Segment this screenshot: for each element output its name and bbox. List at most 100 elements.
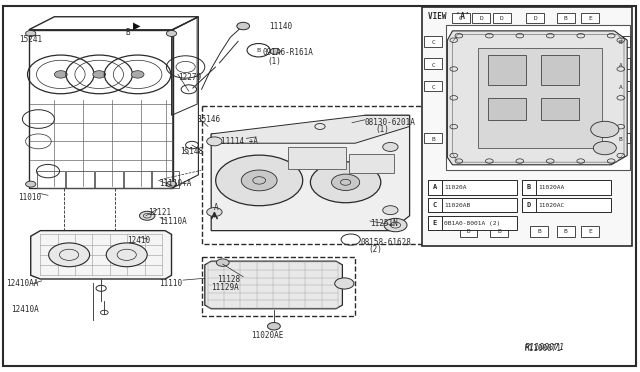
Bar [530,226,548,237]
Bar [522,180,611,195]
Text: B: B [564,229,568,234]
Text: 091A6-R161A: 091A6-R161A [262,48,313,57]
Bar [612,133,630,143]
Text: B: B [431,137,435,142]
Circle shape [335,278,354,289]
Circle shape [54,71,67,78]
Text: 11129A: 11129A [211,283,239,292]
Text: 12410AA: 12410AA [6,279,39,288]
Text: C: C [433,202,436,208]
Text: B: B [619,40,623,45]
Circle shape [140,211,155,220]
Bar [541,55,579,85]
Bar [522,180,536,195]
Text: C: C [431,62,435,68]
Circle shape [237,22,250,30]
Text: A: A [619,62,623,68]
Text: E: E [588,16,592,21]
Bar [424,36,442,46]
Text: 0B1A0-8001A (2): 0B1A0-8001A (2) [444,221,500,226]
Text: B: B [527,185,531,190]
Bar [428,180,517,195]
Text: D: D [533,16,537,21]
Bar [490,226,508,237]
Text: 15241: 15241 [19,35,42,44]
Text: 11251N: 11251N [370,219,397,228]
Bar [202,257,355,316]
Circle shape [166,31,177,36]
Text: 11020AA: 11020AA [538,185,564,190]
Bar [424,81,442,91]
Text: E: E [588,229,592,234]
Text: 15148: 15148 [180,147,204,156]
Text: E: E [433,220,436,226]
Bar [581,226,599,237]
Circle shape [26,31,36,36]
Text: B: B [619,137,623,142]
Text: D: D [527,202,531,208]
Circle shape [270,48,280,54]
Circle shape [131,71,144,78]
Bar [428,216,442,230]
Bar [478,48,602,148]
Circle shape [384,218,407,232]
Polygon shape [211,115,410,143]
Bar [612,81,630,91]
Text: 11020A: 11020A [444,185,467,190]
Bar [522,198,536,212]
Circle shape [106,243,147,267]
Text: (1): (1) [375,125,389,134]
Circle shape [310,162,381,203]
Circle shape [166,181,177,187]
Text: A: A [433,185,436,190]
Bar [424,133,442,143]
Bar [124,171,152,188]
Text: 12121: 12121 [148,208,172,217]
Bar [472,13,490,23]
Bar [202,106,431,244]
Text: 11020AC: 11020AC [538,203,564,208]
Text: 11128: 11128 [218,275,241,284]
Bar [349,154,394,173]
Bar [151,171,179,188]
Text: B: B [564,16,568,21]
Text: D: D [500,16,504,21]
Bar [422,7,632,246]
Bar [526,13,544,23]
Circle shape [207,137,222,146]
Text: 08158-61628: 08158-61628 [361,238,412,247]
Text: 11110+A: 11110+A [159,179,191,187]
Bar [288,147,346,169]
Bar [612,58,630,69]
Bar [493,13,511,23]
Text: (1): (1) [268,57,282,65]
Text: 15146: 15146 [197,115,220,124]
Bar [557,13,575,23]
Bar [452,13,470,23]
Circle shape [241,170,277,191]
Text: B: B [537,229,541,234]
Circle shape [49,243,90,267]
Circle shape [332,174,360,190]
Bar [428,198,517,212]
Text: 11010: 11010 [18,193,41,202]
Text: 11140: 11140 [269,22,292,31]
Polygon shape [447,31,627,165]
Text: B: B [257,48,260,53]
Bar [557,226,575,237]
Text: R1100071: R1100071 [525,343,564,352]
Bar [541,98,579,120]
Text: ▶: ▶ [133,20,141,30]
Text: C: C [431,85,435,90]
Circle shape [383,206,398,215]
Bar [428,180,442,195]
Bar [488,55,526,85]
Text: 12410A: 12410A [12,305,39,314]
Circle shape [26,181,36,187]
Bar [581,13,599,23]
Bar [424,58,442,69]
Bar [488,98,526,120]
Text: 12410: 12410 [127,236,150,245]
Polygon shape [31,231,172,279]
Circle shape [93,71,106,78]
